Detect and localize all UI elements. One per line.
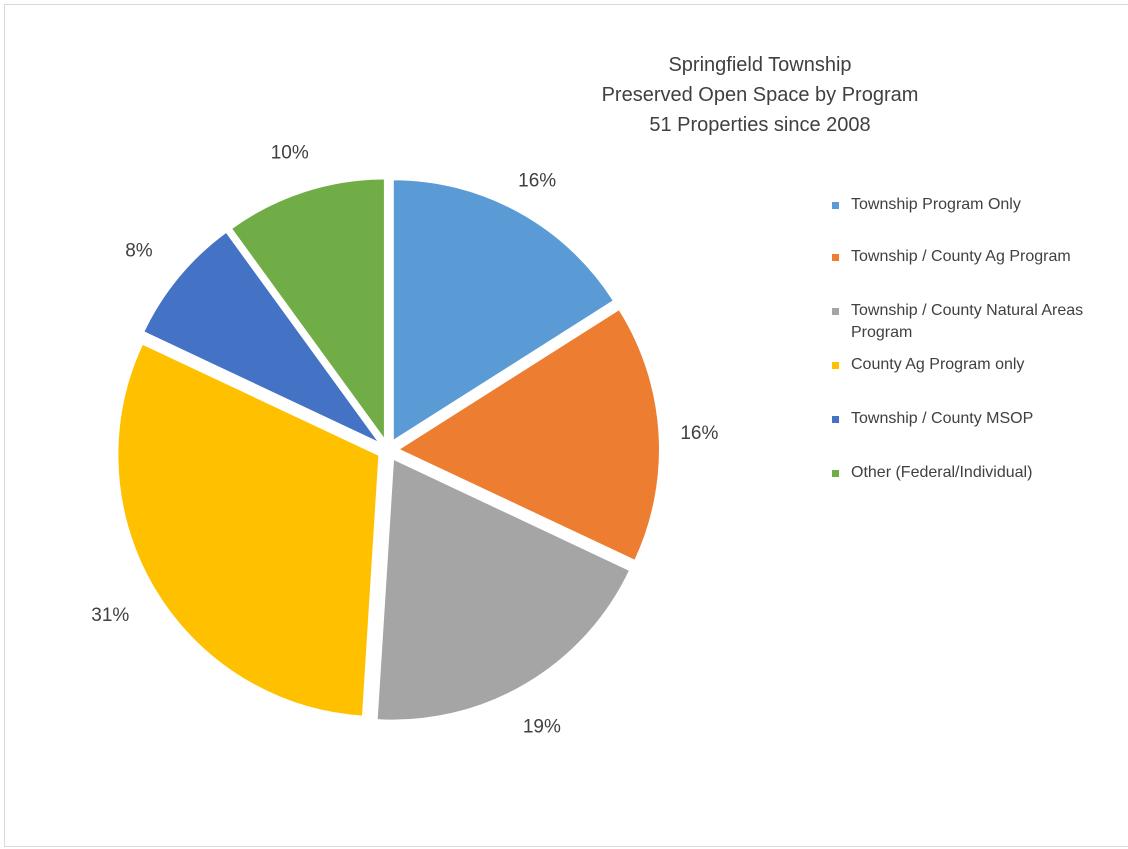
pie-slice-2 <box>395 307 661 563</box>
legend-label-6: Other (Federal/Individual) <box>851 464 1033 481</box>
legend-label-2: Township / County Ag Program <box>851 248 1071 265</box>
chart-title-line-3: 51 Properties since 2008 <box>649 114 871 136</box>
pie-slice-6 <box>229 177 386 444</box>
pie-data-label-3: 19% <box>523 717 561 738</box>
legend-swatch-5 <box>832 416 839 423</box>
chart-title-line-2: Preserved Open Space by Program <box>601 84 919 106</box>
legend-swatch-6 <box>832 470 839 477</box>
pie-slice-4 <box>116 342 381 718</box>
legend-label-5: Township / County MSOP <box>851 410 1034 427</box>
legend-label-3: Township / County Natural Areas Program <box>851 302 1084 341</box>
legend-swatch-1 <box>832 202 839 209</box>
legend-swatch-4 <box>832 362 839 369</box>
pie-data-label-1: 16% <box>518 170 556 191</box>
pie-data-label-4: 31% <box>91 605 129 626</box>
chart-title-line-1: Springfield Township <box>668 54 852 76</box>
pie-data-label-5: 8% <box>125 240 153 261</box>
legend-swatch-2 <box>832 254 839 261</box>
pie-data-label-6: 10% <box>271 143 309 164</box>
pie-slice-5 <box>141 230 382 445</box>
pie-slice-3 <box>375 457 632 722</box>
pie-slices <box>116 177 661 722</box>
chart-frame <box>4 4 1128 847</box>
legend-swatch-3 <box>832 308 839 315</box>
pie-data-label-2: 16% <box>680 423 718 444</box>
pie-slice-1 <box>391 178 616 444</box>
chart-title: Springfield Township Preserved Open Spac… <box>560 50 960 140</box>
pie-data-labels: 16% 16% 19% 31% 8% 10% <box>91 143 718 738</box>
legend-label-1: Township Program Only <box>851 196 1021 213</box>
legend-label-4: County Ag Program only <box>851 356 1025 373</box>
